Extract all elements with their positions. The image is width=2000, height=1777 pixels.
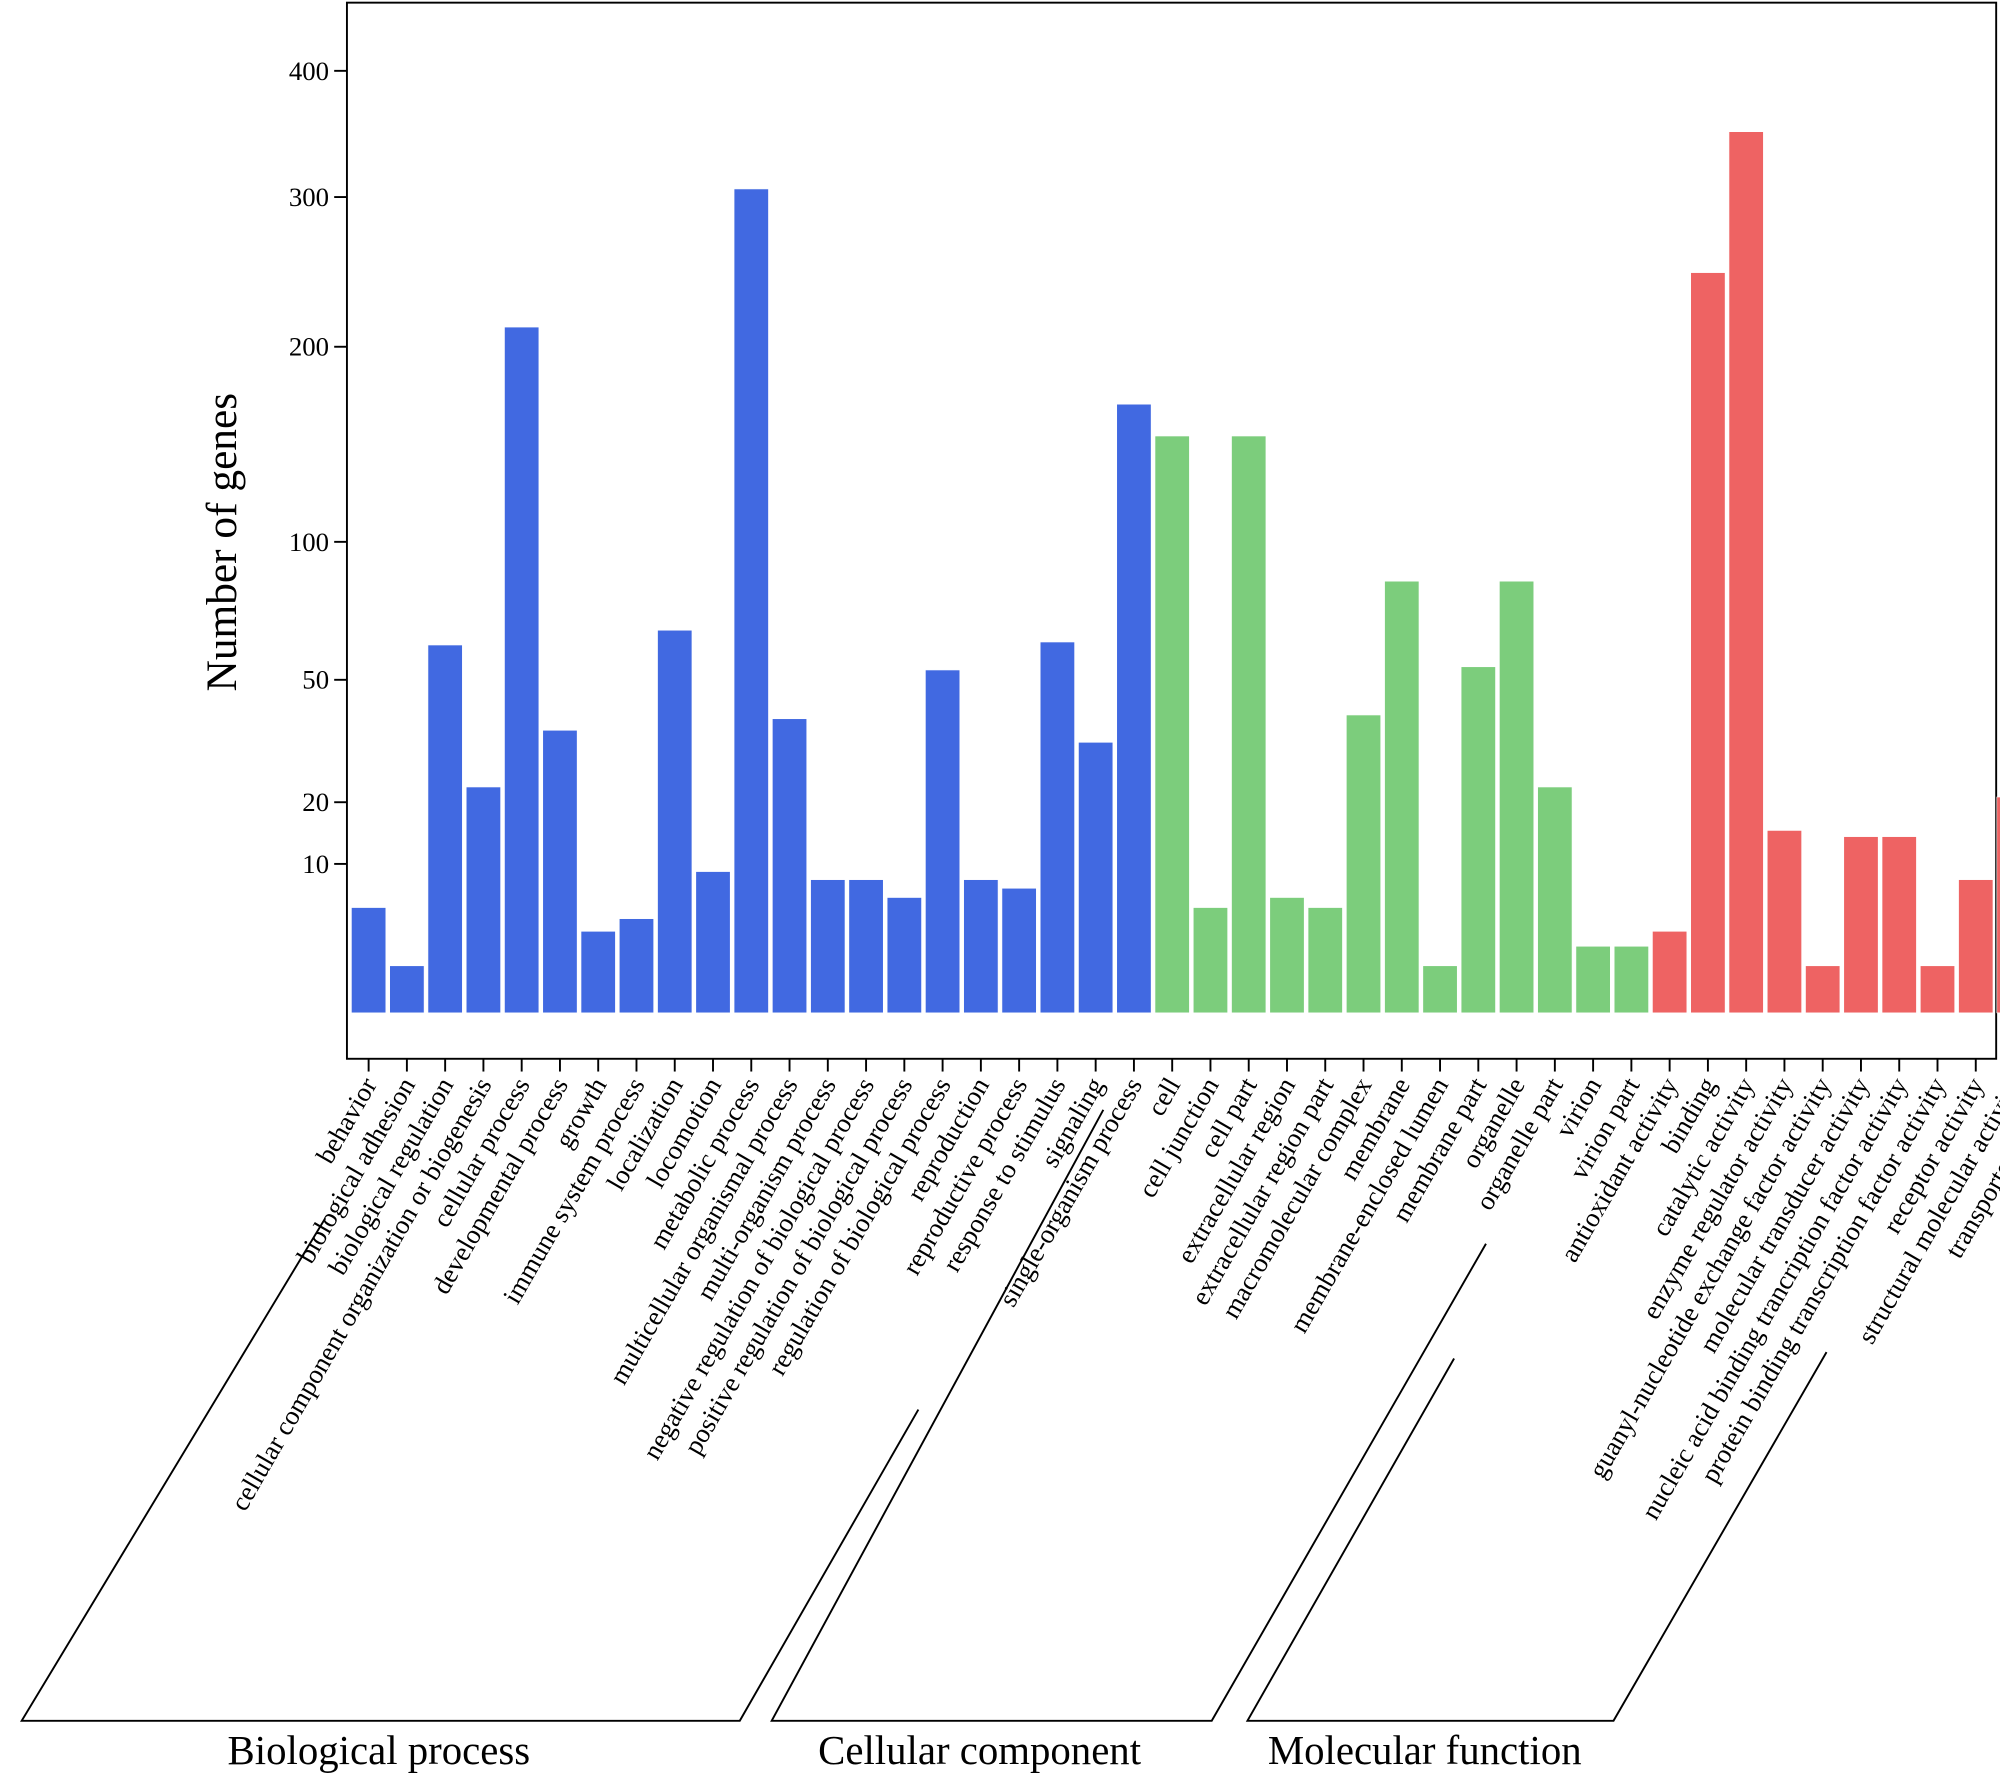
y-tick-label: 100 (289, 527, 329, 557)
bar (1422, 965, 1458, 1014)
bar (389, 965, 425, 1014)
bar (1345, 714, 1382, 1014)
bar (465, 786, 501, 1014)
y-tick-label: 10 (302, 849, 329, 879)
group-label: Cellular component (818, 1728, 1142, 1773)
group-label: Molecular function (1268, 1728, 1582, 1773)
bar (1843, 836, 1879, 1014)
bar (657, 629, 693, 1014)
bar (1460, 666, 1496, 1014)
bar (1078, 741, 1114, 1014)
y-tick-label: 200 (289, 332, 329, 362)
bar (1307, 907, 1343, 1014)
bar (504, 326, 540, 1014)
bar (1805, 965, 1841, 1014)
bar (810, 879, 846, 1014)
bar (1001, 887, 1037, 1014)
bar (963, 879, 999, 1014)
bar (618, 918, 655, 1014)
bar (1958, 879, 1994, 1014)
bar (427, 644, 463, 1014)
bar (1231, 435, 1267, 1014)
bar (848, 879, 884, 1014)
y-tick-label: 300 (289, 182, 329, 212)
y-axis-title: Number of genes (198, 393, 246, 692)
group-label: Biological process (228, 1728, 531, 1773)
y-tick-label: 50 (302, 665, 329, 695)
bar (580, 930, 616, 1014)
bar (1039, 641, 1075, 1014)
bar (1575, 945, 1611, 1014)
bar (1690, 272, 1726, 1014)
bar (1919, 965, 1956, 1014)
bar (733, 188, 769, 1014)
bar (1192, 907, 1228, 1014)
group-bracket (1245, 1351, 1828, 1722)
bar (1728, 131, 1764, 1014)
bar (695, 871, 731, 1014)
bar (925, 669, 961, 1014)
bar (1613, 945, 1649, 1014)
bar (1154, 435, 1190, 1014)
bar (1996, 796, 2000, 1014)
bar (1537, 786, 1573, 1014)
bar (1116, 403, 1152, 1014)
bar (1384, 580, 1420, 1014)
bar (886, 897, 922, 1014)
bar (351, 907, 387, 1014)
bar (1881, 836, 1917, 1014)
group-bracket (770, 1109, 1487, 1722)
bar (1766, 830, 1802, 1014)
bar (542, 729, 578, 1014)
bar (1652, 930, 1688, 1014)
y-tick-label: 400 (289, 56, 329, 86)
bar (1499, 580, 1535, 1014)
group-bracket (19, 1217, 920, 1722)
bar (1269, 897, 1305, 1014)
y-tick-label: 20 (302, 787, 329, 817)
bar (772, 718, 808, 1014)
